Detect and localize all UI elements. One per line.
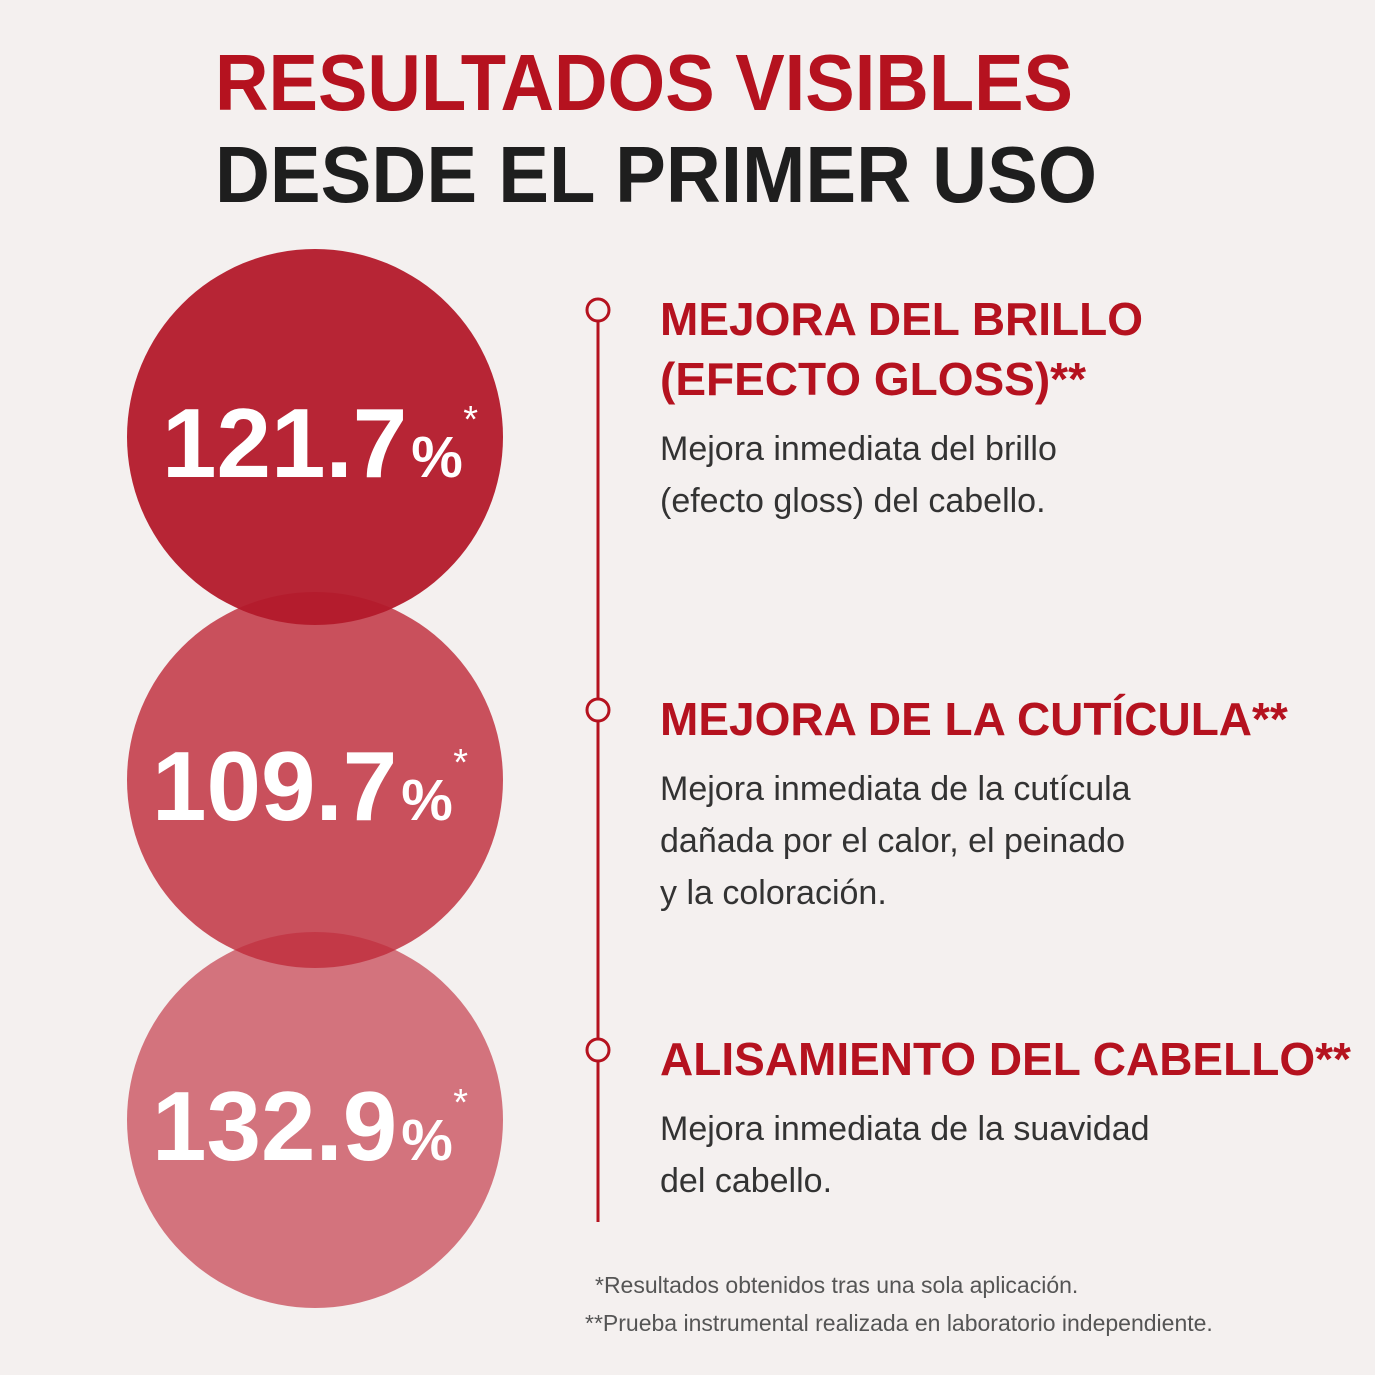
item-description: y la coloración.: [660, 874, 887, 912]
item-description: (efecto gloss) del cabello.: [660, 482, 1046, 520]
stat-value: 132.9: [152, 1071, 397, 1181]
stat-value: 109.7: [152, 731, 397, 841]
items: 121.7 %*MEJORA DEL BRILLO(EFECTO GLOSS)**…: [152, 293, 1351, 1200]
circle: [127, 249, 503, 625]
timeline-dot: [585, 697, 611, 723]
item-description: Mejora inmediata de la suavidad: [660, 1110, 1150, 1148]
footnote: **Prueba instrumental realizada en labor…: [585, 1310, 1213, 1336]
stat-unit: %: [401, 1108, 453, 1173]
circle: [127, 592, 503, 968]
timeline-dot: [585, 1037, 611, 1063]
title-line: DESDE EL PRIMER USO: [215, 130, 1097, 219]
item-heading: (EFECTO GLOSS)**: [660, 353, 1086, 405]
item-description: Mejora inmediata del brillo: [660, 430, 1057, 468]
stat-value: 121.7: [162, 388, 407, 498]
item-description: Mejora inmediata de la cutícula: [660, 770, 1131, 808]
stat-mark: *: [453, 742, 468, 784]
timeline-dot: [585, 297, 611, 323]
item-heading: MEJORA DE LA CUTÍCULA**: [660, 693, 1288, 745]
circle: [127, 932, 503, 1308]
item-heading: ALISAMIENTO DEL CABELLO**: [660, 1033, 1351, 1085]
title-line: RESULTADOS VISIBLES: [215, 38, 1073, 127]
item-heading: MEJORA DEL BRILLO: [660, 293, 1143, 345]
stat-mark: *: [463, 399, 478, 441]
footnote: *Resultados obtenidos tras una sola apli…: [595, 1272, 1078, 1298]
stat-unit: %: [401, 768, 453, 833]
stat-mark: *: [453, 1082, 468, 1124]
item-description: dañada por el calor, el peinado: [660, 822, 1125, 860]
item-description: del cabello.: [660, 1162, 832, 1200]
stat-unit: %: [411, 425, 463, 490]
